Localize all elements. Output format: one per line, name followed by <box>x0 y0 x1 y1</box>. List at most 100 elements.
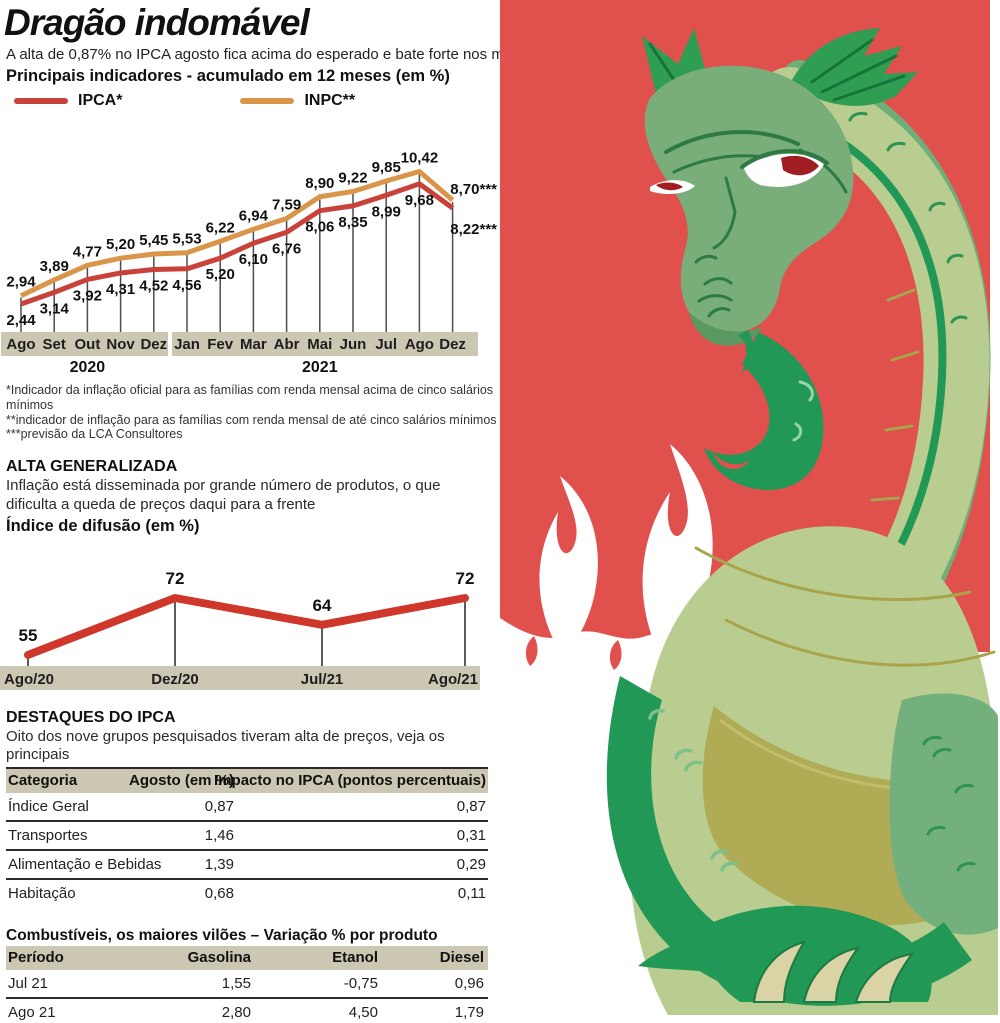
cell: 4,50 <box>348 1004 378 1021</box>
table-row: Jul 21 1,55 -0,75 0,96 <box>6 970 488 999</box>
month-label: Ago <box>405 336 434 353</box>
combustiveis-heading: Combustíveis, os maiores vilões – Variaç… <box>6 927 438 944</box>
x-axis-band-2021 <box>172 332 478 356</box>
inpc-value-label: 6,94 <box>239 207 269 224</box>
month-label: Dez <box>439 336 466 353</box>
month-label: Mar <box>240 336 267 353</box>
diffusion-value-label: 72 <box>166 569 185 588</box>
dragon-body <box>629 526 998 1015</box>
cell: 0,87 <box>204 798 234 815</box>
table-row: Alimentação e Bebidas 1,39 0,29 <box>6 851 488 880</box>
table-row: Habitação 0,68 0,11 <box>6 880 488 907</box>
inpc-value-label: 5,53 <box>172 231 201 248</box>
header-cell: Categoria <box>8 772 78 789</box>
destaques-heading: DESTAQUES DO IPCA <box>6 708 176 726</box>
header-cell: Impacto no IPCA (pontos percentuais) <box>214 772 486 789</box>
ipca-value-label: 5,20 <box>206 266 235 283</box>
header-cell: Gasolina <box>187 949 251 966</box>
cell: Alimentação e Bebidas <box>8 856 162 873</box>
header-cell: Diesel <box>439 949 484 966</box>
cell: 0,11 <box>457 885 486 902</box>
inpc-value-label: 2,94 <box>6 274 36 291</box>
table-row: Ago 21 2,80 4,50 1,79 <box>6 999 488 1023</box>
ipca-value-label: 6,10 <box>239 251 268 268</box>
x-axis-band-2020 <box>1 332 168 356</box>
period-label: Jul/21 <box>301 671 344 688</box>
cell: 0,29 <box>456 856 486 873</box>
destaques-table: Categoria Agosto (em %) Impacto no IPCA (p… <box>6 767 488 907</box>
chart-footnotes: *Indicador da inflação oficial para as f… <box>6 383 500 442</box>
footnote-3: ***previsão da LCA Consultores <box>6 427 183 442</box>
dragon-arm-claw <box>704 332 824 490</box>
dragon-head <box>644 65 854 373</box>
dragon-illustration <box>500 0 1000 1023</box>
month-label: Fev <box>207 336 234 353</box>
ipca-line-swatch <box>14 98 68 104</box>
ipca-value-label: 4,52 <box>139 277 168 294</box>
dragon-ear-fins <box>642 28 918 106</box>
inpc-value-label: 5,45 <box>139 232 168 249</box>
cell: -0,75 <box>343 975 378 992</box>
month-label: Ago <box>6 336 35 353</box>
alta-generalizada-heading: ALTA GENERALIZADA <box>6 458 178 475</box>
period-label: Ago/21 <box>428 671 478 688</box>
indicators-line-chart: Ago Set Out Nov Dez Jan Fev Mar Abr Mai Jun Jul Ago D… <box>1 150 497 376</box>
ipca-value-label: 6,76 <box>272 240 301 257</box>
inpc-value-label: 5,20 <box>106 236 135 253</box>
cell: 0,87 <box>456 798 486 815</box>
inpc-value-label: 9,85 <box>372 159 401 176</box>
ipca-value-label: 9,68 <box>405 192 434 209</box>
ipca-value-label: 4,31 <box>106 281 135 298</box>
cell: 0,31 <box>456 827 486 844</box>
x-axis-band <box>0 665 480 690</box>
year-label: 2021 <box>302 359 338 376</box>
table-header-row: Período Gasolina Etanol Diesel <box>6 946 488 970</box>
cell: Jul 21 <box>8 975 49 992</box>
ipca-value-label: 3,14 <box>40 300 70 317</box>
legend-item-inpc: INPC** <box>240 92 355 110</box>
footnote-2: **indicador de inflação para as famílias… <box>6 412 497 427</box>
content-column: Dragão indomável A alta de 0,87% no IPCA… <box>0 2 500 1023</box>
dragon-svg <box>500 0 998 1015</box>
table-row: Índice Geral 0,87 0,87 <box>6 793 488 822</box>
cell: 0,96 <box>454 975 484 992</box>
cell: Habitação <box>8 885 76 902</box>
month-label: Jun <box>340 336 367 353</box>
month-label: Set <box>43 336 66 353</box>
ipca-series-line <box>20 181 455 307</box>
month-label: Out <box>74 336 100 353</box>
inpc-value-label: 6,22 <box>206 219 235 236</box>
ipca-value-label: 2,44 <box>6 312 36 329</box>
inpc-value-label: 8,70*** <box>450 181 497 198</box>
page-subtitle: A alta de 0,87% no IPCA agosto fica acim… <box>6 46 500 63</box>
inpc-value-label: 7,59 <box>272 197 301 214</box>
inpc-line-swatch <box>240 98 295 104</box>
ipca-value-label: 8,22*** <box>450 221 497 238</box>
cell: 1,46 <box>204 827 234 844</box>
header-cell: Período <box>8 949 64 966</box>
month-label: Jul <box>375 336 397 353</box>
combustiveis-table: Período Gasolina Etanol Diesel Jul 21 1,55 -0,… <box>6 946 488 1023</box>
difusao-heading: Índice de difusão (em %) <box>6 516 200 535</box>
period-label: Ago/20 <box>4 671 54 688</box>
destaques-subheading: Oito dos nove grupos pesquisados tiveram… <box>6 727 445 764</box>
year-label: 2020 <box>70 359 106 376</box>
header-cell: Agosto (em %) <box>129 772 234 789</box>
ipca-value-label: 8,06 <box>305 219 334 236</box>
month-label: Dez <box>140 336 167 353</box>
diffusion-series-line <box>24 593 469 659</box>
page-title: Dragão indomável <box>4 2 310 43</box>
inpc-value-label: 10,42 <box>401 150 439 167</box>
legend-item-ipca: IPCA* <box>14 92 122 110</box>
table-row: Transportes 1,46 0,31 <box>6 822 488 851</box>
dragon-foot-claws <box>638 905 932 1003</box>
month-label: Abr <box>274 336 300 353</box>
cell: 1,39 <box>204 856 234 873</box>
diffusion-line-chart: 55 72 64 72 Ago/20 Dez/20 Jul/21 Ago/21 <box>0 569 480 690</box>
ipca-value-label: 3,92 <box>73 287 102 304</box>
header-cell: Etanol <box>332 949 378 966</box>
diffusion-value-label: 72 <box>456 569 475 588</box>
diffusion-value-label: 55 <box>19 625 38 644</box>
ipca-legend-label: IPCA* <box>78 92 123 109</box>
